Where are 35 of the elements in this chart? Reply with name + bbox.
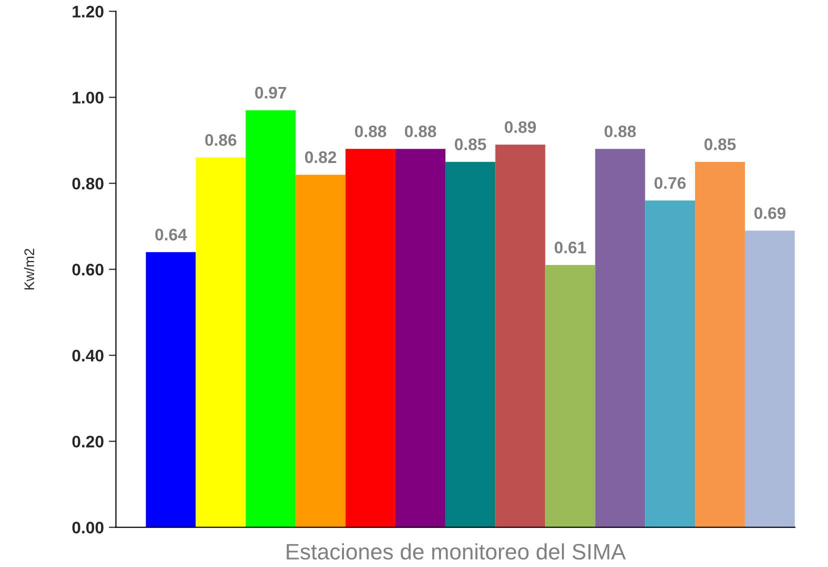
bar [296, 174, 346, 528]
data-label: 0.85 [704, 138, 736, 150]
data-label: 0.82 [305, 151, 336, 164]
bar [196, 158, 246, 528]
data-label: 0.88 [354, 126, 386, 138]
y-tick-label: 0.20 [72, 436, 104, 448]
bar [495, 144, 546, 528]
data-label: 0.88 [404, 126, 436, 138]
y-tick-label: 1.20 [72, 6, 104, 18]
y-axis-title: Kw/m2 [24, 248, 34, 290]
bar [545, 265, 596, 528]
data-label: 0.85 [454, 138, 486, 150]
data-label: 0.86 [205, 134, 236, 146]
data-label: 0.61 [554, 242, 586, 254]
y-tick-label: 0.60 [72, 264, 104, 276]
bar [395, 148, 446, 528]
bar [695, 162, 745, 528]
bar [146, 252, 196, 528]
bar [595, 148, 646, 528]
bar [645, 200, 696, 528]
data-label: 0.88 [604, 126, 636, 138]
x-axis-title: Estaciones de monitoreo del SIMA [286, 543, 626, 560]
data-label: 0.64 [155, 228, 187, 240]
bar [744, 230, 795, 528]
y-tick-label: 1.00 [72, 92, 104, 104]
y-tick-label: 0.00 [72, 522, 104, 534]
data-label: 0.69 [754, 207, 786, 219]
bar [246, 110, 296, 528]
data-label: 0.76 [654, 177, 686, 189]
bar [346, 148, 396, 528]
y-tick-label: 0.40 [72, 350, 104, 362]
bar [445, 162, 496, 528]
data-label: 0.89 [504, 121, 536, 134]
data-label: 0.97 [255, 86, 286, 99]
y-tick-label: 0.80 [72, 178, 104, 190]
